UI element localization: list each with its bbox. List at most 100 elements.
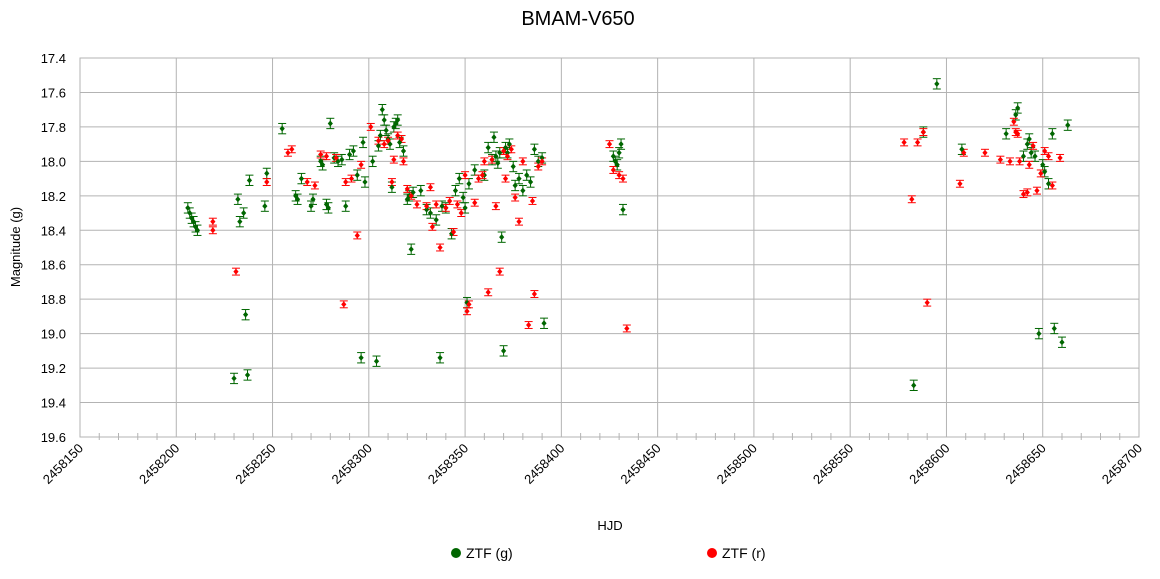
chart-title: BMAM-V650 [521,8,634,30]
ztf-r-data-point [408,192,414,199]
ztf-g-data-point [527,179,534,186]
ztf-r-data-point [924,299,930,306]
y-tick-label: 17.8 [41,120,66,135]
ztf-g-data-point [452,187,459,194]
ztf-g-data-point [616,149,622,156]
y-tick-label: 19.6 [41,430,66,445]
ztf-g-data-point [512,182,518,189]
ztf-r-data-point [1045,153,1052,160]
ztf-g-data-point [320,161,326,168]
ztf-g-data-point [237,218,243,225]
ztf-r-data-point [1057,154,1063,161]
ztf-g-data-point [497,149,503,156]
ztf-g-data-point [1026,135,1032,142]
grid [79,57,1140,440]
ztf-g-data-point [375,142,382,149]
ztf-g-data-point [389,184,395,191]
ztf-g-data-point [460,194,466,201]
ztf-r-data-point [493,203,499,210]
ztf-r-data-point [323,153,330,160]
ztf-r-data-point [210,218,216,225]
ztf-r-data-point [920,129,926,136]
ztf-r-data-point [443,204,449,211]
ztf-r-data-point [1015,130,1021,137]
ztf-r-data-point [264,179,270,186]
ztf-g-data-point [516,175,522,182]
ztf-r-data-point [489,156,495,163]
ztf-r-data-point [454,201,460,208]
ztf-g-data-point [346,151,353,158]
ztf-r-data-point [368,123,374,130]
ztf-g-data-point [1020,153,1027,160]
ztf-g-data-point [393,120,399,127]
ztf-r-data-point [385,137,391,144]
error-bars [183,78,1072,391]
ztf-g-data-point [610,153,616,160]
ztf-g-data-point [934,80,940,87]
ztf-r-data-point [512,194,518,201]
ztf-g-data-point [310,196,316,203]
ztf-g-data-point [418,187,424,194]
ztf-r-data-point [516,218,522,225]
y-tick-label: 19.4 [41,396,66,411]
ztf-g-data-point [360,139,366,146]
ztf-r-data-point [447,197,453,204]
x-tick-label: 2458400 [521,441,567,487]
ztf-r-data-point [304,179,310,186]
ztf-g-data-point [185,204,191,211]
ztf-r-data-point [450,228,457,235]
ztf-g-data-point [531,146,538,153]
ztf-g-data-point [1051,325,1057,332]
ztf-g-data-point [294,196,301,203]
ztf-g-data-point [362,179,368,186]
y-tick-label: 19.0 [41,327,66,342]
ztf-r-data-point [1020,191,1027,198]
x-tick-label: 2458650 [1002,441,1048,487]
ztf-g-data-point [433,216,439,223]
data-points [185,80,1071,389]
ztf-r-data-point [508,146,514,153]
ztf-r-data-point [479,172,486,179]
ztf-g-data-point [235,196,241,203]
y-tick-label: 19.2 [41,361,66,376]
ztf-g-data-point [383,127,389,134]
ztf-r-data-point [620,175,626,182]
ztf-g-data-point [379,106,385,113]
ztf-g-data-point [462,204,468,211]
y-tick-label: 18.6 [41,258,66,273]
ztf-r-data-point [997,156,1003,163]
ztf-r-data-point [289,146,295,153]
x-tick-label: 2458350 [425,441,471,487]
ztf-g-data-point [1040,161,1046,168]
legend-label-ztf-g: ZTF (g) [466,545,513,561]
ztf-r-data-point [395,132,401,139]
y-tick-label: 17.4 [41,51,66,66]
ztf-g-data-point [241,210,247,217]
ztf-g-data-point [354,172,360,179]
ztf-r-data-point [341,301,347,308]
ztf-r-data-point [343,179,349,186]
ztf-r-data-point [982,149,988,156]
plot-frame [79,57,1140,438]
legend-label-ztf-r: ZTF (r) [722,545,766,561]
ztf-g-data-point [1013,111,1019,118]
ztf-g-data-point [377,132,383,139]
x-tick-label: 2458550 [810,441,856,487]
ztf-r-data-point [318,151,324,158]
ztf-g-data-point [620,206,626,213]
ztf-r-data-point [437,244,443,251]
ztf-r-data-point [901,139,907,146]
ztf-g-data-point [614,161,620,168]
y-tick-label: 18.4 [41,223,66,238]
ztf-g-data-point [373,358,380,365]
x-tick-label: 2458500 [714,441,760,487]
ztf-g-data-point [495,160,501,167]
ztf-g-data-point [510,163,516,170]
y-axis-ticks: 17.4 17.6 17.8 18.0 18.2 18.4 18.6 18.8 19.0 19.2… [41,51,66,445]
ztf-r-data-point [389,179,395,186]
ztf-r-data-point [472,199,478,206]
ztf-r-data-point [433,201,439,208]
ztf-r-data-point [481,158,487,165]
ztf-g-data-point [535,158,541,165]
ztf-g-data-point [911,382,917,389]
